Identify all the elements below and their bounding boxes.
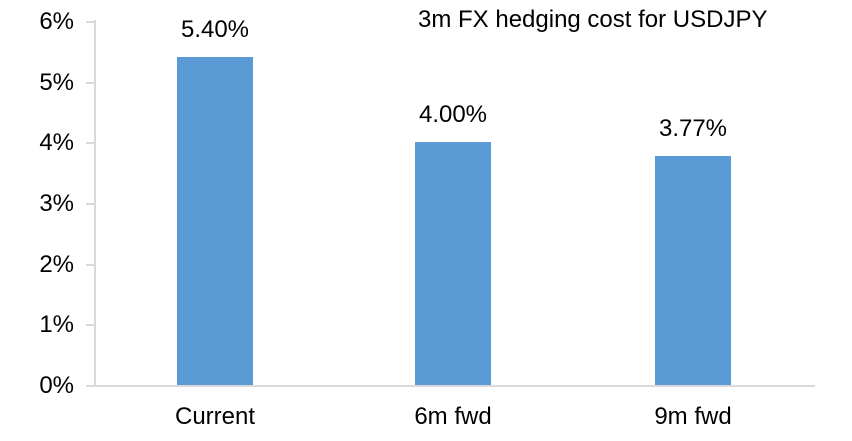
y-axis-line	[94, 20, 96, 386]
bar-current	[177, 57, 253, 385]
bar-9m-fwd	[655, 156, 731, 385]
x-axis-line	[86, 385, 815, 387]
y-axis-tick-label: 6%	[39, 8, 74, 35]
y-axis-tick-label: 2%	[39, 251, 74, 278]
y-axis-tick-label: 0%	[39, 372, 74, 399]
category-label-9m-fwd: 9m fwd	[654, 403, 732, 430]
bar-6m-fwd	[415, 142, 491, 385]
y-axis-tick-label: 3%	[39, 190, 74, 217]
y-axis-tick-mark	[86, 21, 95, 23]
chart-title: 3m FX hedging cost for USDJPY	[418, 6, 768, 33]
data-label-6m-fwd: 4.00%	[418, 101, 488, 128]
y-axis-tick-mark	[86, 324, 95, 326]
data-label-current: 5.40%	[180, 16, 250, 43]
y-axis-tick-label: 5%	[39, 69, 74, 96]
data-label-9m-fwd: 3.77%	[658, 115, 728, 142]
y-axis-tick-label: 4%	[39, 129, 74, 156]
category-label-current: Current	[174, 403, 256, 430]
y-axis-tick-mark	[86, 385, 95, 387]
y-axis-tick-mark	[86, 142, 95, 144]
y-axis-tick-mark	[86, 82, 95, 84]
y-axis-tick-mark	[86, 264, 95, 266]
category-label-6m-fwd: 6m fwd	[414, 403, 492, 430]
y-axis-tick-mark	[86, 203, 95, 205]
y-axis-tick-label: 1%	[39, 311, 74, 338]
